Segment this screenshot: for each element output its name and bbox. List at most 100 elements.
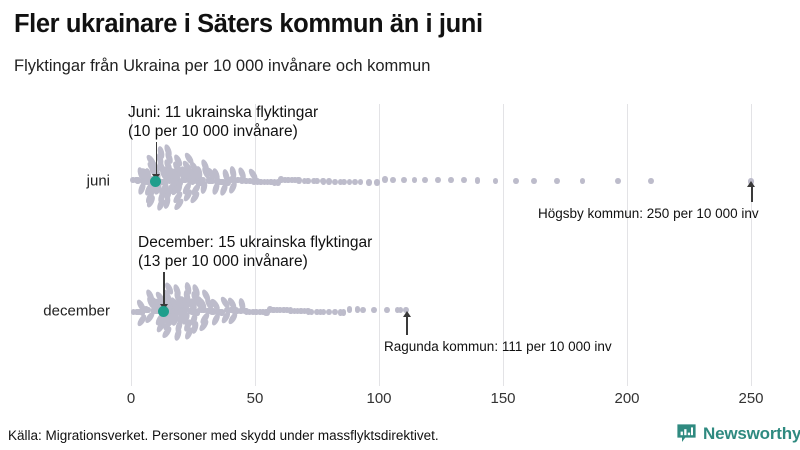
swarm-point — [291, 307, 298, 314]
gridline — [627, 104, 628, 386]
swarm-point — [337, 309, 344, 316]
x-axis-tick-label: 150 — [490, 390, 516, 407]
swarm-point — [492, 177, 499, 184]
swarm-point — [194, 309, 201, 316]
december-callout-arrow-line — [163, 272, 165, 305]
juni-callout-arrow-line — [155, 142, 158, 175]
swarm-point — [360, 306, 366, 313]
x-axis-tick-label: 0 — [126, 390, 136, 407]
source-note: Källa: Migrationsverket. Personer med sk… — [8, 428, 439, 443]
swarm-point — [340, 178, 347, 185]
x-axis-tick-label: 250 — [738, 390, 764, 407]
x-axis-tick-label: 50 — [246, 390, 264, 407]
swarm-point — [271, 306, 277, 313]
swarm-point — [374, 179, 380, 186]
swarm-point — [226, 176, 233, 183]
highlighted-point-december[interactable] — [157, 305, 169, 317]
highlighted-point-juni[interactable] — [150, 175, 162, 187]
swarm-point — [383, 306, 390, 314]
swarm-point — [214, 308, 220, 316]
swarm-point — [411, 176, 418, 183]
swarm-point — [225, 179, 231, 186]
gridline — [503, 104, 504, 386]
swarm-point — [264, 309, 270, 316]
swarm-point — [531, 177, 537, 184]
swarm-point — [198, 179, 204, 186]
swarm-point — [239, 177, 245, 184]
swarm-point — [326, 309, 332, 316]
swarm-point — [135, 308, 141, 316]
hogsby-callout-arrow-line — [751, 186, 753, 202]
swarm-point — [228, 307, 235, 314]
swarm-point — [285, 176, 292, 184]
juni-callout: Juni: 11 ukrainska flyktingar (10 per 10 … — [128, 104, 318, 142]
hogsby-callout-arrow-head — [747, 180, 756, 187]
swarm-point — [461, 177, 468, 184]
swarm-point — [274, 179, 281, 186]
swarm-point — [448, 177, 454, 184]
swarm-point — [346, 306, 353, 313]
swarm-point — [173, 308, 180, 315]
bar-chart-bubble-icon — [676, 423, 697, 444]
page-title: Fler ukrainare i Säters kommun än i juni — [14, 10, 483, 38]
swarm-point — [320, 308, 327, 316]
swarm-point — [397, 307, 404, 314]
swarm-point — [182, 177, 189, 184]
swarm-point — [253, 308, 260, 316]
logo-wordmark: Newsworthy — [703, 423, 800, 443]
swarm-point — [257, 309, 263, 316]
swarm-point — [370, 306, 377, 313]
swarm-point — [282, 176, 288, 183]
swarm-point — [260, 309, 266, 316]
swarm-point — [130, 308, 137, 315]
gridline — [379, 104, 380, 386]
swarm-point — [554, 177, 560, 185]
hogsby-callout-label: Högsby kommun: 250 per 10 000 inv — [538, 206, 759, 221]
swarm-point — [513, 177, 519, 184]
swarm-point — [357, 179, 364, 186]
swarm-point — [224, 306, 231, 313]
swarm-point — [314, 308, 320, 315]
swarm-point — [219, 309, 226, 316]
swarm-point — [267, 306, 273, 313]
swarm-point — [209, 177, 216, 185]
swarm-point — [314, 178, 320, 185]
swarm-point — [648, 178, 654, 185]
juni-callout-line2: (10 per 10 000 invånare) — [128, 122, 298, 140]
y-axis-category-december: december — [43, 302, 110, 320]
swarm-point — [298, 308, 305, 315]
swarm-point — [172, 178, 178, 185]
swarm-point — [231, 307, 237, 314]
swarm-point — [238, 307, 244, 315]
swarm-point — [332, 309, 338, 316]
swarm-point — [292, 177, 298, 184]
swarm-point — [346, 178, 353, 186]
swarm-point — [403, 307, 410, 314]
swarm-point — [301, 308, 308, 315]
swarm-point — [308, 308, 315, 315]
x-axis-tick-label: 200 — [614, 390, 640, 407]
swarm-point — [394, 307, 401, 314]
swarm-point — [196, 306, 203, 313]
swarm-point — [264, 178, 271, 186]
swarm-point — [365, 179, 372, 186]
swarm-point — [216, 178, 222, 185]
swarm-point — [354, 306, 361, 313]
swarm-point — [382, 176, 388, 183]
swarm-point — [162, 195, 172, 210]
swarm-point — [305, 308, 312, 315]
swarm-point — [145, 306, 152, 313]
swarm-point — [352, 179, 358, 186]
swarm-point — [201, 307, 207, 314]
swarm-point — [234, 307, 241, 314]
swarm-point — [247, 178, 254, 185]
swarm-point — [189, 178, 196, 185]
swarm-point — [129, 176, 136, 184]
swarm-point — [422, 176, 428, 184]
swarm-point — [390, 176, 396, 183]
juni-callout-line1: Juni: 11 ukrainska flyktingar — [128, 104, 319, 121]
swarm-point — [474, 177, 481, 184]
newsworthy-logo[interactable]: Newsworthy — [676, 423, 800, 444]
swarm-point — [135, 177, 141, 184]
